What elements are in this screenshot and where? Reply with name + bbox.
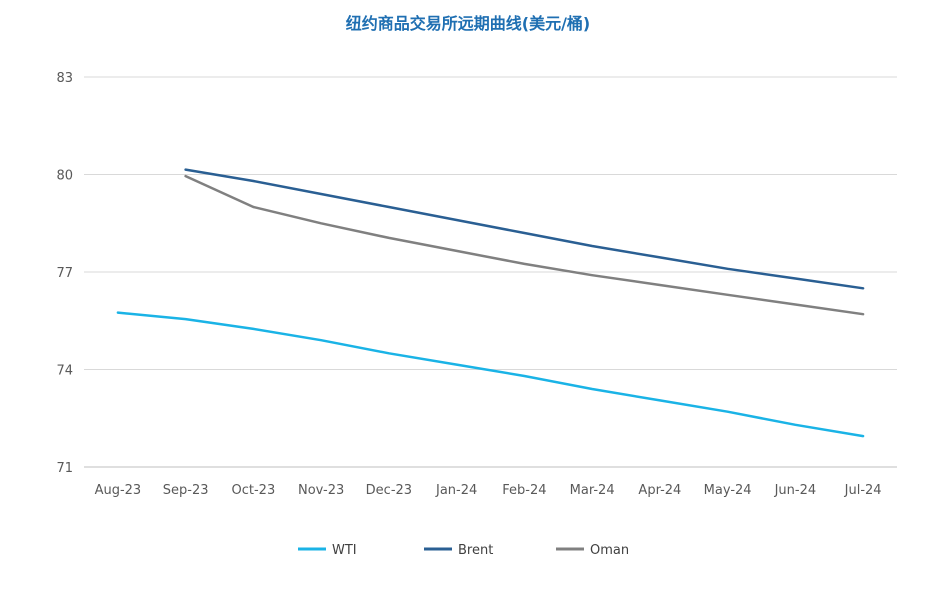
x-axis-ticks: Aug-23 Sep-23 Oct-23 Nov-23 Dec-23 Jan-24 Feb-… (95, 483, 882, 498)
x-tick-label: Jun-24 (774, 483, 817, 498)
y-tick-label: 74 (56, 364, 73, 379)
legend-label-wti: WTI (332, 543, 357, 558)
x-tick-label: Aug-23 (95, 483, 142, 498)
legend-label-oman: Oman (590, 543, 629, 558)
x-tick-label: May-24 (704, 483, 752, 498)
x-tick-label: Apr-24 (638, 483, 681, 498)
legend: WTI Brent Oman (298, 543, 629, 558)
grid-lines (84, 76, 897, 468)
x-tick-label: Nov-23 (298, 483, 344, 498)
y-tick-label: 83 (56, 71, 73, 86)
y-tick-label: 77 (56, 266, 73, 281)
series-line-oman (184, 174, 865, 316)
x-tick-label: Feb-24 (502, 483, 546, 498)
y-axis-ticks: 71 74 77 80 83 (56, 71, 73, 476)
series-lines (116, 168, 865, 438)
y-tick-label: 80 (56, 169, 73, 184)
x-tick-label: Dec-23 (366, 483, 412, 498)
chart-title: 纽约商品交易所远期曲线(美元/桶) (346, 14, 590, 33)
series-line-wti (116, 311, 865, 438)
x-tick-label: Sep-23 (163, 483, 209, 498)
legend-label-brent: Brent (458, 543, 493, 558)
x-tick-label: Jan-24 (435, 483, 477, 498)
y-tick-label: 71 (56, 461, 73, 476)
x-tick-label: Oct-23 (232, 483, 276, 498)
x-tick-label: Mar-24 (570, 483, 615, 498)
x-tick-label: Jul-24 (844, 483, 882, 498)
series-line-brent (184, 168, 865, 290)
